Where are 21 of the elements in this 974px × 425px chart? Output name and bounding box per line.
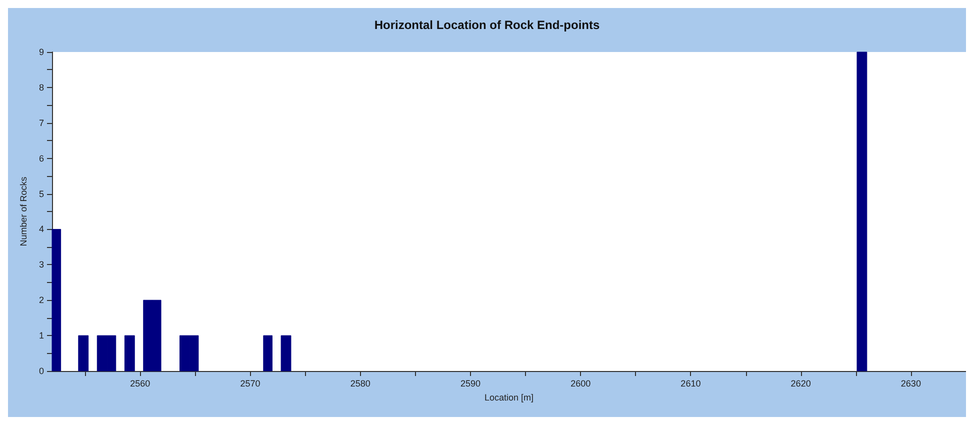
x-axis-title: Location [m] [484, 392, 534, 402]
y-tick-label: 8 [38, 82, 44, 92]
x-tick-label: 2590 [460, 378, 480, 388]
x-tick-label: 2600 [570, 378, 591, 388]
y-tick-label: 5 [38, 188, 44, 199]
y-tick-label: 4 [38, 224, 44, 234]
x-tick-label: 2620 [790, 378, 811, 388]
x-tick-label: 2570 [240, 378, 260, 388]
y-tick-label: 1 [38, 330, 44, 341]
y-tick-label: 2 [38, 295, 44, 306]
x-tick-label: 2580 [350, 378, 370, 388]
y-tick-label: 6 [38, 153, 44, 164]
x-tick-label: 2610 [680, 378, 701, 388]
x-tick-label: 2560 [130, 378, 150, 388]
x-tick-label: 2630 [900, 378, 921, 388]
y-axis-title: Number of Rocks [18, 176, 29, 246]
chart-title: Horizontal Location of Rock End-points [374, 18, 600, 32]
y-tick-label: 9 [38, 47, 44, 57]
y-tick-label: 0 [38, 366, 44, 376]
y-tick-label: 7 [38, 118, 44, 128]
y-tick-label: 3 [38, 260, 44, 270]
